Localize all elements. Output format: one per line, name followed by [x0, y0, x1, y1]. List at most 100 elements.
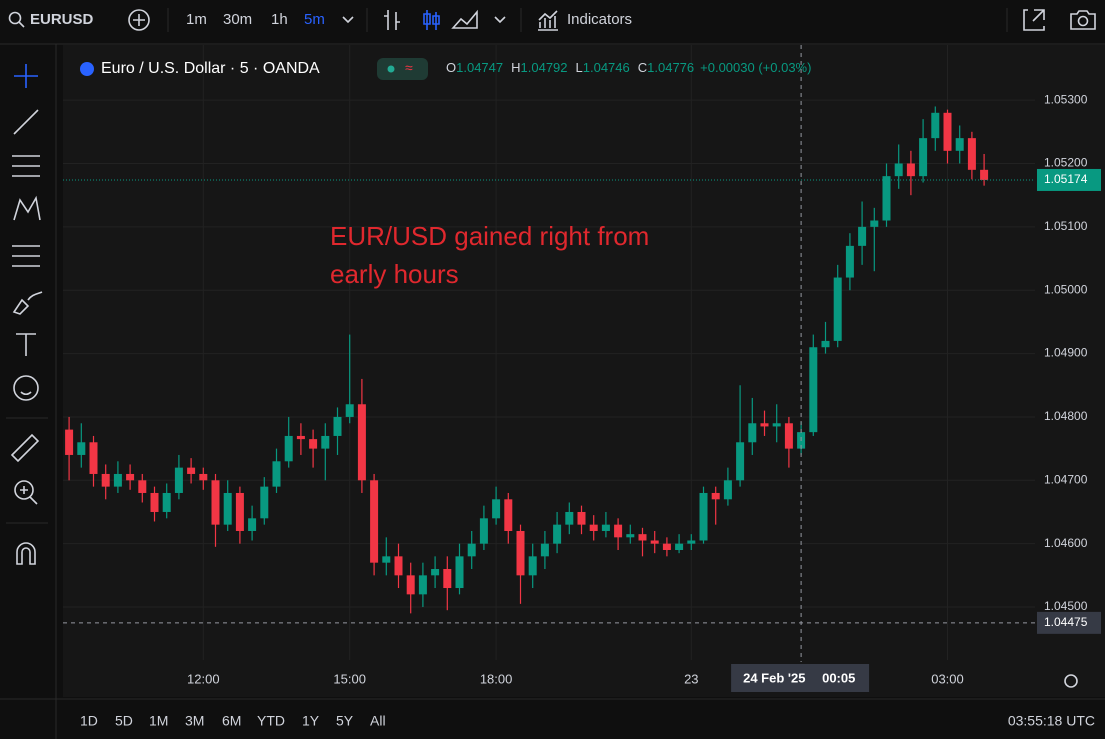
candle-body: [260, 486, 269, 519]
symbol-flag: [80, 62, 94, 76]
range-button[interactable]: 1M: [149, 713, 168, 729]
ohlc-value: 1.04776: [647, 60, 694, 75]
candle-body: [784, 423, 793, 449]
candle-body: [382, 556, 391, 563]
range-button[interactable]: 1Y: [302, 713, 320, 729]
status-pill[interactable]: [377, 58, 428, 80]
y-tick-label: 1.05000: [1044, 282, 1088, 296]
forecast-tool[interactable]: [12, 245, 40, 267]
crosshair-price-box: [1037, 611, 1101, 634]
candle-body: [211, 480, 220, 525]
indicators-button[interactable]: Indicators: [567, 11, 632, 28]
interval-active[interactable]: 5m: [304, 11, 325, 28]
candle-body: [113, 473, 122, 487]
legend-row: Euro / U.S. Dollar · 5 · OANDA ≈ O1.0474…: [80, 58, 811, 80]
candle-body: [675, 543, 684, 550]
last-price-label: 1.05174: [1044, 172, 1088, 186]
ruler-tool[interactable]: [10, 433, 40, 463]
candle-body: [870, 220, 879, 227]
crosshair-time: 00:05: [822, 670, 855, 685]
candle-body: [467, 543, 476, 557]
y-tick-label: 1.04700: [1044, 472, 1088, 486]
candle-body: [931, 112, 940, 139]
candle-body: [662, 543, 671, 550]
chart-pane: [63, 45, 1105, 697]
camera-icon[interactable]: [1070, 10, 1096, 30]
candles-icon[interactable]: [423, 10, 440, 30]
symbol[interactable]: EURUSD: [30, 11, 94, 28]
brush-tool[interactable]: [12, 291, 43, 315]
search-icon-handle: [18, 21, 25, 28]
candle-body: [370, 480, 379, 563]
candle-body: [955, 138, 964, 151]
candle-body: [77, 442, 86, 455]
camera-lens: [1077, 15, 1089, 27]
range-button[interactable]: 1D: [80, 713, 98, 729]
fib-tool[interactable]: [12, 155, 40, 177]
candle-body: [431, 569, 440, 576]
candle-body: [101, 473, 110, 487]
candle-body: [858, 226, 867, 246]
text-tool[interactable]: [16, 333, 36, 356]
candle-body: [906, 163, 915, 177]
candle-body: [894, 163, 903, 177]
candle-body: [235, 492, 244, 531]
candle-body: [150, 492, 159, 512]
trend-line-tool[interactable]: [13, 109, 39, 135]
candle-body: [772, 423, 781, 427]
area-icon[interactable]: [451, 9, 478, 29]
range-button[interactable]: 5Y: [336, 713, 354, 729]
annotation: early hours: [330, 259, 459, 289]
candle-body: [89, 442, 98, 474]
x-tick-label: 15:00: [333, 671, 366, 686]
y-tick-label: 1.05100: [1044, 219, 1088, 233]
emoji-tool[interactable]: [13, 375, 39, 401]
settings-icon[interactable]: [1064, 674, 1078, 688]
range-button[interactable]: YTD: [257, 713, 285, 729]
x-tick-label: 12:00: [187, 671, 220, 686]
range-button[interactable]: 5D: [115, 713, 133, 729]
search-icon[interactable]: [8, 11, 22, 25]
candle-body: [626, 534, 635, 538]
interval-chevron[interactable]: [342, 16, 354, 24]
candle-body: [687, 540, 696, 544]
candle-body: [345, 404, 354, 417]
zoom-tool[interactable]: [14, 480, 34, 500]
magnet-tool[interactable]: [16, 542, 36, 565]
pattern-tool[interactable]: [13, 195, 41, 221]
y-tick-label: 1.05200: [1044, 156, 1088, 170]
candle-body: [577, 511, 586, 525]
candle-body: [650, 540, 659, 544]
compare-icon[interactable]: [128, 9, 150, 31]
range-button[interactable]: 6M: [222, 713, 241, 729]
interval[interactable]: 1m: [186, 11, 207, 28]
candle-body: [333, 416, 342, 436]
candle-body: [589, 524, 598, 531]
compare-plus: [133, 14, 145, 26]
ohlc-legend: O1.04747 H1.04792 L1.04746 C1.04776 +0.00030…: [446, 60, 811, 75]
candle-body: [272, 461, 281, 487]
ohlc-key: O: [446, 60, 456, 75]
interval[interactable]: 1h: [271, 11, 288, 28]
ohlc-key: C: [638, 60, 647, 75]
candle-body: [199, 473, 208, 481]
x-tick-label: 23: [684, 671, 698, 686]
candle-body: [138, 480, 147, 493]
range-button[interactable]: All: [370, 713, 386, 729]
share-icon[interactable]: [1023, 9, 1045, 31]
candle-body: [357, 404, 366, 481]
y-tick-label: 1.04900: [1044, 346, 1088, 360]
bars-icon[interactable]: [384, 10, 400, 30]
interval[interactable]: 30m: [223, 11, 252, 28]
candle-body: [406, 575, 415, 595]
status-dot: [387, 65, 395, 73]
candle-body: [284, 435, 293, 462]
left-toolbar: [6, 64, 48, 565]
range-button[interactable]: 3M: [185, 713, 204, 729]
crosshair-tool[interactable]: [14, 64, 38, 88]
style-chevron[interactable]: [494, 16, 506, 24]
indicators-icon[interactable]: [538, 10, 558, 31]
candle-body: [967, 138, 976, 170]
ohlc-value: 1.04792: [521, 60, 568, 75]
candle-body: [504, 499, 513, 531]
